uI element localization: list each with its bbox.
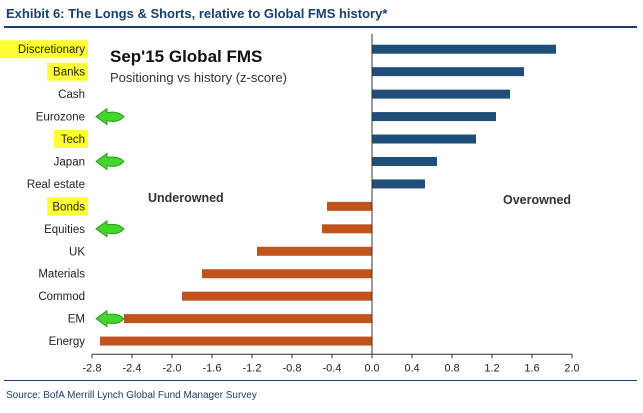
category-label-cash: Cash	[58, 89, 85, 101]
bar-energy	[100, 336, 372, 346]
x-tick-label: 0.8	[444, 362, 459, 374]
overowned-label: Overowned	[503, 193, 571, 207]
bar-japan	[372, 156, 437, 166]
category-label-japan: Japan	[54, 156, 85, 168]
category-label-tech: Tech	[61, 134, 85, 146]
bar-materials	[202, 269, 372, 279]
arrow-icon-em	[95, 309, 125, 328]
bar-uk	[257, 246, 372, 256]
category-label-banks: Banks	[53, 67, 85, 79]
bar-discretionary	[372, 44, 556, 54]
arrow-icon-eurozone	[95, 107, 125, 126]
category-label-em: EM	[68, 314, 85, 326]
chart-subtitle: Positioning vs history (z-score)	[110, 70, 287, 85]
bar-em	[124, 314, 372, 324]
category-label-energy: Energy	[49, 336, 86, 348]
x-tick-label: 1.2	[484, 362, 499, 374]
category-label-bonds: Bonds	[52, 201, 85, 213]
exhibit-title: Exhibit 6: The Longs & Shorts, relative …	[6, 6, 388, 21]
x-tick-label: -1.2	[243, 362, 262, 374]
title-rule	[4, 26, 637, 28]
x-tick-label: 0.4	[404, 362, 419, 374]
category-label-materials: Materials	[38, 269, 85, 281]
category-label-eurozone: Eurozone	[36, 112, 85, 124]
underowned-label: Underowned	[148, 191, 224, 205]
x-tick-label: -0.8	[283, 362, 302, 374]
category-label-commod: Commod	[38, 291, 85, 303]
bar-equities	[322, 224, 372, 234]
x-tick-label: -1.6	[203, 362, 222, 374]
arrow-icon-equities	[95, 219, 125, 238]
highlight-bonds	[47, 197, 88, 216]
bar-banks	[372, 67, 524, 77]
chart-title: Sep'15 Global FMS	[110, 47, 262, 66]
highlight-tech	[53, 130, 88, 149]
bar-chart: -2.8 -2.4 -2.0 -1.6 -1.2 -0.8 -0.4 0.0 0.4 0.8 1.2…	[0, 34, 580, 374]
bar-real-estate	[372, 179, 425, 189]
x-tick-label: -2.4	[123, 362, 142, 374]
x-tick-label: -0.4	[323, 362, 342, 374]
x-tick-label: -2.8	[83, 362, 102, 374]
category-label-uk: UK	[69, 246, 85, 258]
arrow-icon-japan	[95, 152, 125, 171]
category-label-equities: Equities	[44, 224, 85, 236]
bar-commod	[182, 291, 372, 301]
bar-bonds	[327, 201, 372, 211]
footer-rule	[4, 380, 637, 381]
category-label-real-estate: Real estate	[27, 179, 85, 191]
category-label-discretionary: Discretionary	[18, 44, 85, 56]
highlight-banks	[47, 62, 88, 81]
source-note: Source: BofA Merrill Lynch Global Fund M…	[6, 390, 257, 401]
bar-cash	[372, 89, 510, 99]
x-tick-label: 1.6	[524, 362, 539, 374]
bar-eurozone	[372, 112, 496, 122]
x-tick-label: 0.0	[364, 362, 379, 374]
x-tick-label: -2.0	[163, 362, 182, 374]
bar-tech	[372, 134, 476, 144]
x-tick-label: 2.0	[564, 362, 579, 374]
highlight-discretionary	[0, 40, 89, 59]
